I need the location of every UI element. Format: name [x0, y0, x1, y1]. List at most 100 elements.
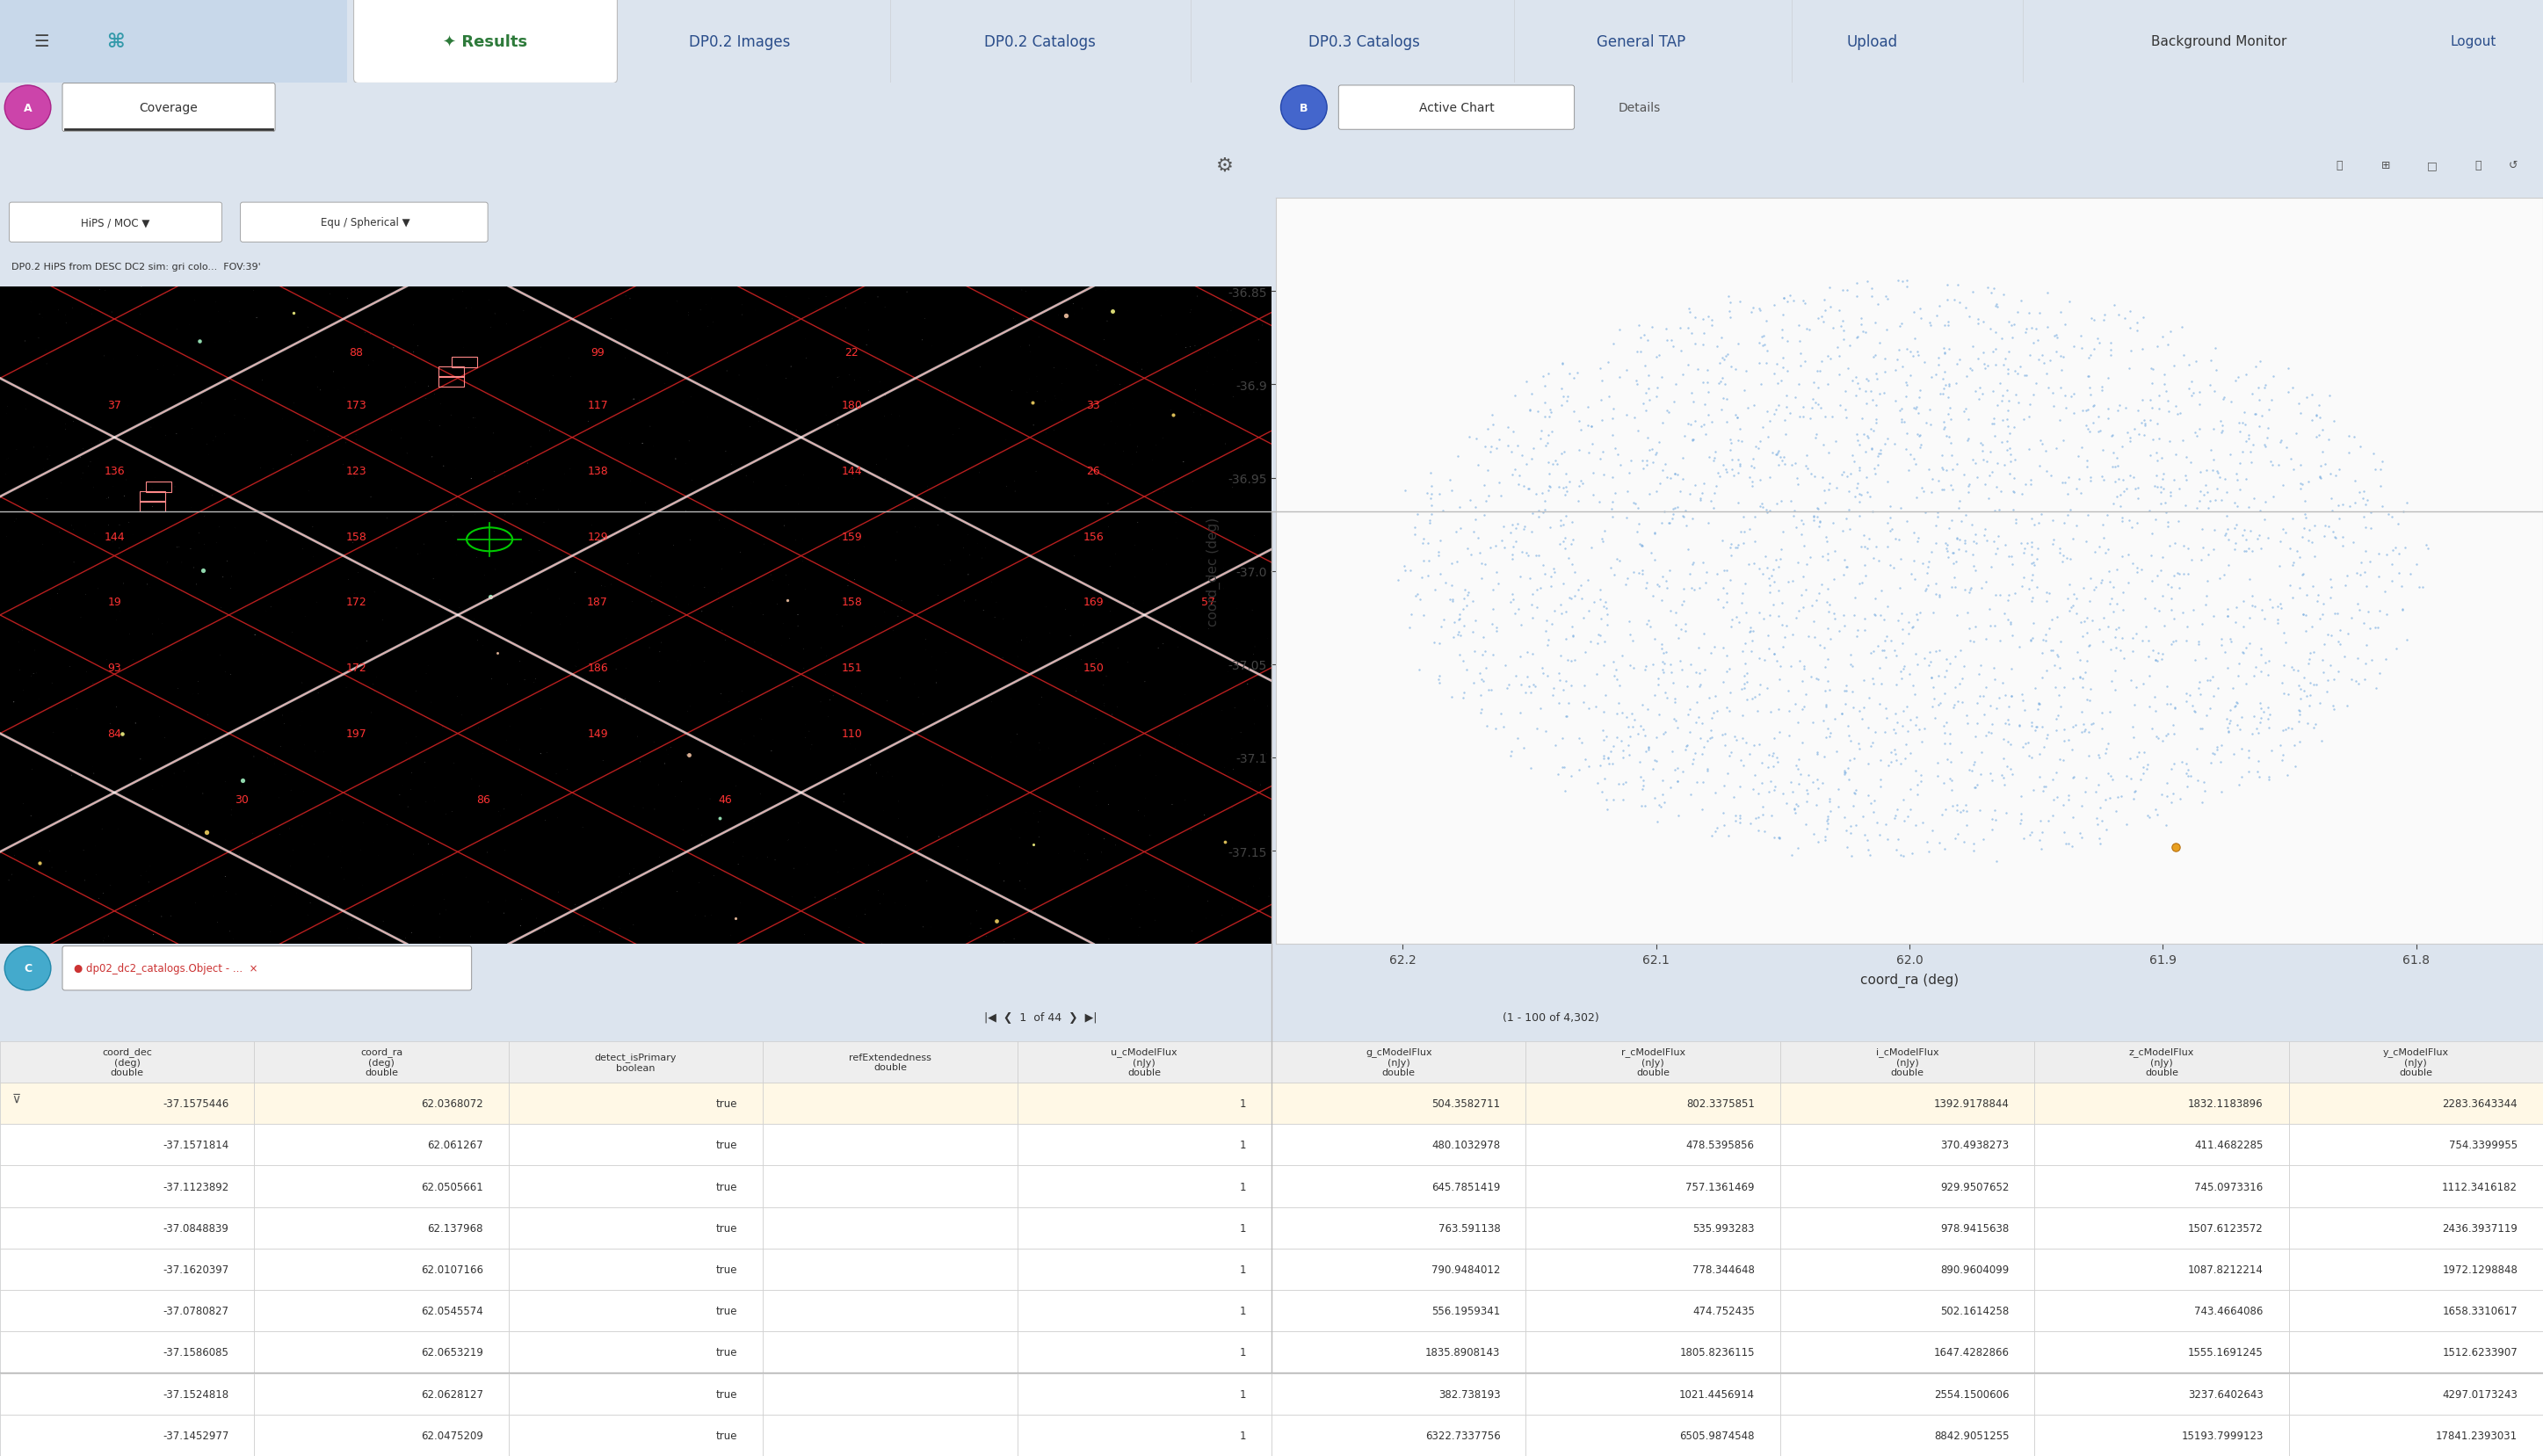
Point [1772, 798, 1813, 821]
Point [1551, 511, 1592, 534]
Point [175, 891, 216, 914]
Point [1744, 545, 1785, 568]
Point [2174, 421, 2215, 444]
Point [1638, 572, 1678, 596]
Point [1770, 655, 1811, 678]
Point [2207, 553, 2248, 577]
Point [1055, 680, 1096, 703]
Point [1973, 380, 2014, 403]
Point [1078, 281, 1119, 304]
Point [2090, 786, 2131, 810]
Point [511, 885, 552, 909]
Point [2019, 743, 2060, 766]
Point [1157, 527, 1198, 550]
Point [1205, 432, 1246, 456]
Point [1612, 629, 1653, 652]
Point [1472, 403, 1513, 427]
Point [1935, 288, 1976, 312]
Point [257, 697, 298, 721]
Point [1701, 347, 1742, 370]
Point [1989, 341, 2029, 364]
Point [1564, 690, 1605, 713]
Point [1157, 636, 1198, 660]
Point [188, 703, 229, 727]
Point [715, 907, 755, 930]
Point [206, 865, 247, 888]
Point [2154, 531, 2195, 555]
Point [2067, 456, 2108, 479]
Point [1892, 616, 1933, 639]
Point [74, 476, 114, 499]
Point [1706, 460, 1747, 483]
Point [623, 796, 664, 820]
Point [1111, 453, 1152, 476]
Point [23, 307, 64, 331]
Point [1864, 609, 1905, 632]
Point [488, 715, 529, 738]
Point [745, 533, 786, 556]
Point [1544, 678, 1584, 702]
Point [1544, 530, 1584, 553]
Point [1600, 454, 1640, 478]
Point [481, 277, 521, 300]
Point [1188, 342, 1228, 365]
Point [1475, 718, 1516, 741]
Point [559, 638, 600, 661]
Point [1678, 674, 1719, 697]
Point [1938, 527, 1978, 550]
Point [2108, 357, 2149, 380]
Point [346, 322, 387, 345]
Point [1722, 582, 1762, 606]
Point [1645, 317, 1686, 341]
Point [504, 300, 544, 323]
Point [1905, 351, 1945, 374]
Point [206, 828, 247, 852]
Point [1640, 590, 1681, 613]
X-axis label: coord_ra (deg): coord_ra (deg) [1861, 973, 1958, 987]
Point [399, 542, 440, 565]
Point [671, 469, 712, 492]
Point [2243, 434, 2284, 457]
Point [13, 885, 53, 909]
Point [1083, 329, 1124, 352]
Point [1719, 453, 1760, 476]
Point [1083, 434, 1124, 457]
Point [1849, 486, 1889, 510]
Point [1233, 713, 1274, 737]
Point [1895, 568, 1935, 591]
Point [2156, 836, 2197, 859]
Point [2098, 616, 2139, 639]
Text: 158: 158 [842, 597, 862, 609]
Point [1221, 721, 1261, 744]
Point [1686, 757, 1727, 780]
Point [1930, 750, 1971, 773]
Point [931, 824, 971, 847]
Point [2169, 683, 2210, 706]
Point [905, 629, 946, 652]
Point [1180, 547, 1221, 571]
Point [1691, 489, 1732, 513]
Point [1793, 389, 1834, 412]
Point [2121, 629, 2162, 652]
Point [112, 523, 153, 546]
Point [1841, 483, 1882, 507]
Point [1521, 419, 1561, 443]
Point [590, 882, 631, 906]
Point [1831, 681, 1872, 705]
Point [1470, 536, 1511, 559]
Point [1060, 648, 1101, 671]
Point [2001, 575, 2042, 598]
Point [2192, 665, 2233, 689]
Point [735, 630, 776, 654]
Point [2207, 716, 2248, 740]
Point [1648, 559, 1689, 582]
Point [1856, 536, 1897, 559]
Point [2294, 641, 2334, 664]
Point [2085, 818, 2126, 842]
Point [1772, 290, 1813, 313]
Point [638, 773, 679, 796]
Point [333, 466, 374, 489]
Point [2281, 677, 2322, 700]
Point [2319, 507, 2360, 530]
Point [1956, 451, 1996, 475]
